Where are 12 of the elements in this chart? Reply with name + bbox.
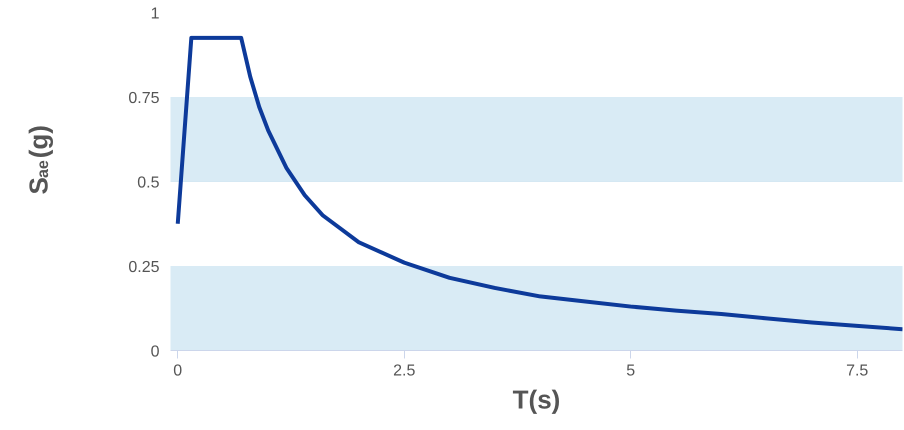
y-tick-label: 1 xyxy=(150,6,160,22)
line-series xyxy=(176,36,902,332)
y-axis-title: Sae(g) xyxy=(24,125,54,194)
x-tick-label: 5 xyxy=(626,362,636,380)
y-tick-label: 0 xyxy=(150,344,160,360)
x-axis-title: T(s) xyxy=(512,384,560,414)
y-tick-label: 0.5 xyxy=(137,174,160,192)
x-tick-label: 2.5 xyxy=(393,362,416,380)
y-tick-label: 0.75 xyxy=(128,90,160,107)
y-tick-label: 0.25 xyxy=(128,259,160,276)
x-tick-label: 7.5 xyxy=(846,362,868,380)
x-tick-label: 0 xyxy=(173,362,182,380)
